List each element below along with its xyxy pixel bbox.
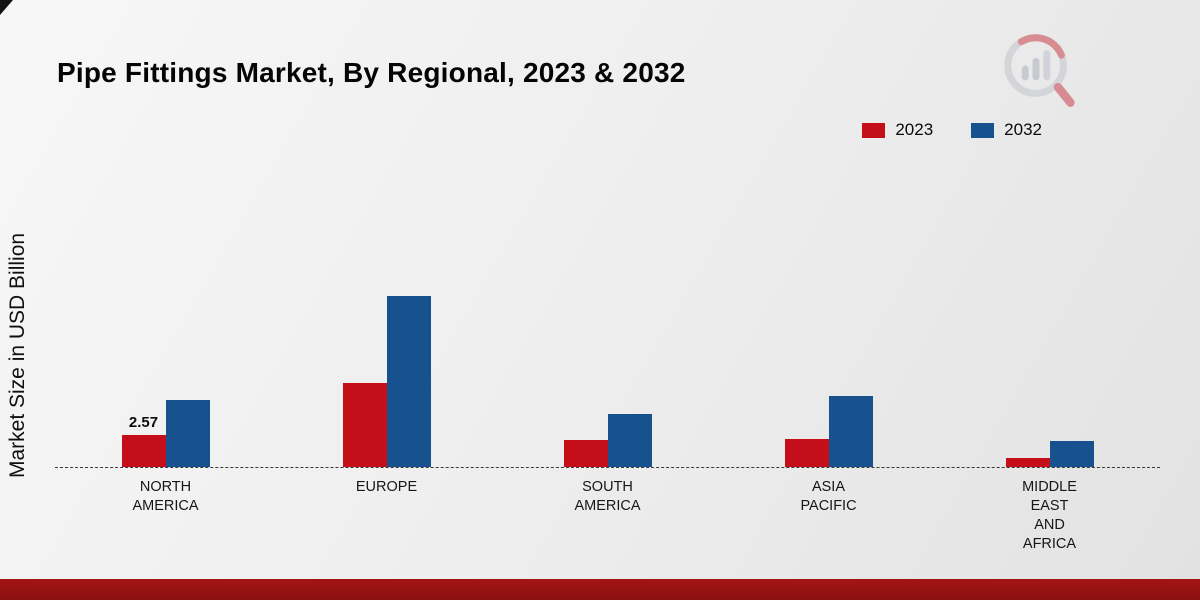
legend-item-2023: 2023	[862, 120, 933, 140]
legend-label-2032: 2032	[1004, 120, 1042, 139]
legend-swatch-2032	[971, 122, 995, 138]
bars	[342, 296, 431, 467]
y-axis-label: Market Size in USD Billion	[6, 232, 29, 478]
bar-2032-middle-east-and-africa	[1049, 441, 1094, 467]
bar-2032-europe	[386, 296, 431, 467]
magnifier-chart-icon	[1004, 34, 1075, 107]
plot-area: 2.57 NORTH AMERICA EUROPE SOUTH AMERICA ASIA PA…	[55, 140, 1160, 552]
legend-swatch-2023	[862, 122, 886, 138]
category-label: SOUTH AMERICA	[574, 479, 641, 514]
bars	[1005, 441, 1094, 467]
bar-2032-asia-pacific	[828, 396, 873, 467]
category-label: EUROPE	[355, 479, 418, 495]
bar-group-south-america: SOUTH AMERICA	[497, 140, 718, 514]
category-label: MIDDLE EAST AND AFRICA	[1022, 479, 1077, 552]
bar-value-label: 2.57	[128, 414, 159, 432]
legend: 2023 2032	[862, 120, 1042, 140]
bar-2032-north-america	[165, 400, 210, 467]
bar-group-middle-east-and-africa: MIDDLE EAST AND AFRICA	[939, 140, 1160, 552]
bar-2023-europe	[342, 382, 387, 467]
corner-mark	[0, 0, 13, 15]
footer-accent-bar	[0, 579, 1200, 600]
x-axis-baseline	[55, 467, 1160, 468]
category-label: ASIA PACIFIC	[800, 479, 857, 514]
category-label: NORTH AMERICA	[132, 479, 199, 514]
bar-2023-middle-east-and-africa	[1005, 457, 1050, 467]
legend-item-2032: 2032	[971, 120, 1042, 140]
bars: 2.57	[121, 400, 210, 467]
legend-label-2023: 2023	[895, 120, 934, 139]
bar-2023-south-america	[563, 439, 608, 467]
bar-2032-south-america	[607, 413, 652, 467]
bar-group-europe: EUROPE	[276, 140, 497, 495]
market-research-chart-logo	[992, 30, 1087, 115]
chart-title: Pipe Fittings Market, By Regional, 2023 …	[57, 56, 686, 88]
bars	[784, 396, 873, 467]
bar-group-north-america: 2.57 NORTH AMERICA	[55, 140, 276, 514]
bars	[563, 413, 652, 467]
bar-2023-asia-pacific	[784, 438, 829, 467]
bar-group-asia-pacific: ASIA PACIFIC	[718, 140, 939, 514]
bar-2023-north-america: 2.57	[121, 414, 166, 467]
